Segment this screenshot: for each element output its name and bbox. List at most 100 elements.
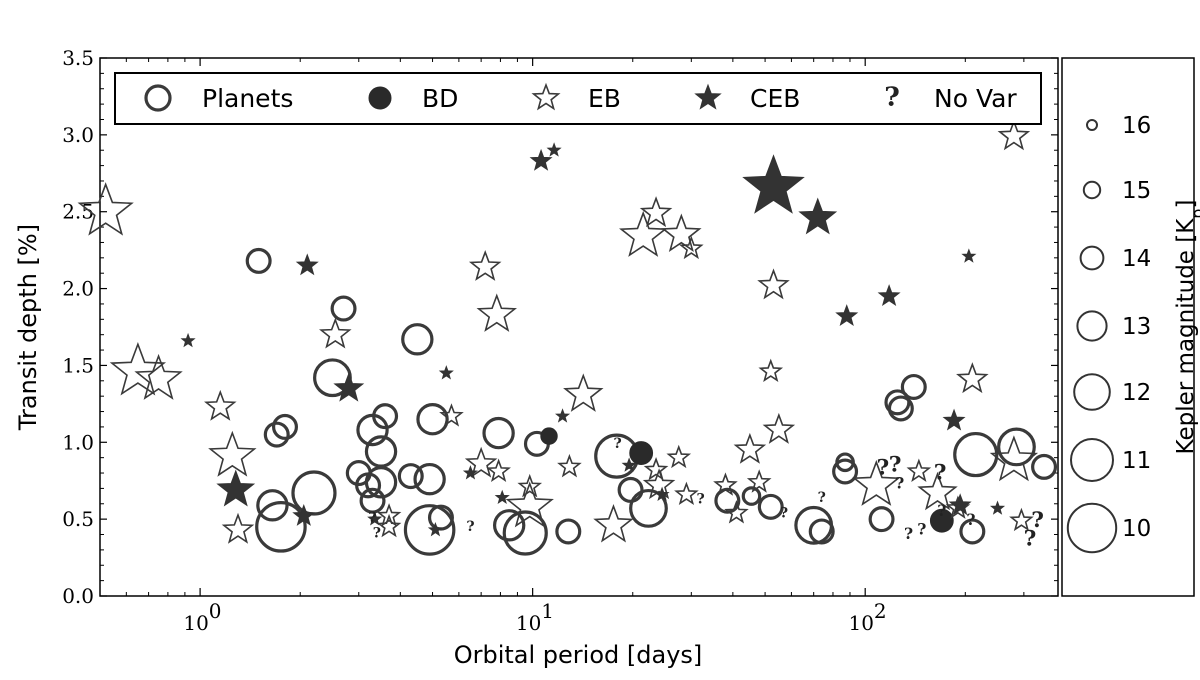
point-eb	[376, 513, 402, 538]
point-no-var: ?	[1031, 508, 1044, 533]
y-tick-label: 0.0	[62, 584, 94, 608]
point-planets	[757, 493, 784, 520]
point-ceb	[546, 142, 562, 157]
point-eb	[221, 512, 255, 544]
legend-marker-novar: ?	[884, 82, 900, 113]
legend-frame	[114, 72, 1042, 125]
point-planets	[714, 487, 741, 514]
y-tick-label: 1.5	[62, 353, 94, 377]
point-bd	[540, 427, 558, 445]
point-planets	[401, 323, 434, 356]
legend-label-ceb: CEB	[750, 84, 800, 113]
legend-label-eb: EB	[588, 84, 621, 113]
point-eb	[906, 458, 932, 482]
point-ceb	[438, 365, 454, 380]
point-eb	[643, 457, 669, 481]
point-eb	[468, 249, 502, 281]
colorbar-marker	[1079, 245, 1105, 271]
point-planets	[835, 452, 855, 473]
point-planets	[617, 476, 644, 503]
point-ceb	[948, 493, 972, 516]
colorbar-marker	[1086, 119, 1098, 131]
x-tick-exponent: 1	[541, 599, 554, 623]
point-ceb	[333, 372, 365, 402]
point-eb	[376, 503, 402, 527]
colorbar-title: Kepler magnitude [Kp]	[1173, 200, 1200, 455]
point-eb	[642, 468, 676, 500]
point-eb	[109, 341, 167, 396]
point-eb	[917, 471, 958, 511]
point-eb	[666, 444, 692, 469]
point-eb	[486, 458, 511, 482]
colorbar-marker	[1082, 180, 1102, 200]
legend-label-novar: No Var	[934, 84, 1017, 113]
point-eb	[464, 446, 498, 478]
point-ceb	[835, 304, 859, 327]
point-planets	[887, 395, 914, 422]
point-planets	[364, 466, 398, 499]
point-no-var: ?	[818, 490, 826, 506]
y-tick-label: 2.0	[62, 277, 94, 301]
point-planets	[397, 463, 424, 490]
point-planets	[555, 518, 582, 545]
colorbar-marker	[1076, 310, 1108, 342]
x-tick-exponent: 0	[209, 599, 222, 623]
x-axis-title: Orbital period [days]	[454, 641, 703, 669]
point-eb	[674, 481, 699, 506]
colorbar-tick-label: 15	[1122, 178, 1151, 204]
point-eb	[746, 469, 772, 493]
point-bd	[629, 441, 654, 465]
point-planets	[416, 403, 449, 436]
colorbar-marker	[1066, 502, 1118, 554]
legend-label-planet: Planets	[202, 84, 293, 113]
point-planets	[263, 421, 290, 448]
point-planets	[413, 462, 446, 496]
y-axis-title: Transit depth [%]	[14, 224, 42, 431]
point-no-var: ?	[904, 524, 913, 543]
point-no-var: ?	[613, 436, 621, 452]
data-points: ?????????????????	[77, 119, 1058, 556]
point-no-var: ?	[466, 519, 474, 535]
legend: Planets BD EB CEB? No Var	[114, 72, 1042, 125]
point-planets	[291, 470, 337, 516]
point-no-var: ?	[966, 510, 975, 529]
point-ceb	[529, 148, 553, 171]
y-tick-label: 1.0	[62, 430, 94, 454]
point-eb	[319, 317, 352, 349]
legend-marker-ceb	[694, 83, 722, 110]
point-planets	[502, 510, 548, 556]
point-planets	[359, 487, 386, 514]
point-planets	[953, 431, 999, 478]
legend-marker-planet	[144, 84, 172, 112]
point-planets	[482, 416, 515, 450]
point-no-var: ?	[780, 505, 788, 521]
point-no-var: ?	[937, 501, 946, 520]
x-tick-label: 10	[848, 611, 873, 635]
point-ceb	[555, 408, 571, 423]
point-ceb	[961, 248, 977, 263]
point-eb	[997, 119, 1031, 151]
point-ceb	[295, 253, 319, 276]
point-planets	[403, 504, 456, 556]
point-no-var: ?	[876, 456, 889, 481]
point-ceb	[654, 486, 670, 501]
point-no-var: ?	[373, 525, 381, 541]
point-ceb	[292, 503, 316, 526]
point-eb	[619, 210, 668, 257]
point-planets	[245, 247, 272, 274]
point-ceb	[742, 154, 805, 214]
point-planets	[997, 427, 1036, 467]
point-ceb	[427, 521, 443, 537]
point-eb	[757, 268, 790, 300]
point-no-var: ?	[934, 460, 947, 485]
plot-frame	[99, 57, 1059, 597]
point-eb	[439, 403, 464, 427]
point-eb	[758, 358, 784, 383]
colorbar-frame	[1061, 57, 1195, 597]
point-eb	[1009, 507, 1034, 532]
y-tick-label: 0.5	[62, 507, 94, 531]
point-no-var: ?	[1024, 526, 1037, 551]
point-planets	[741, 486, 762, 506]
colorbar-tick-label: 11	[1122, 448, 1151, 474]
x-tick-exponent: 2	[874, 599, 887, 623]
